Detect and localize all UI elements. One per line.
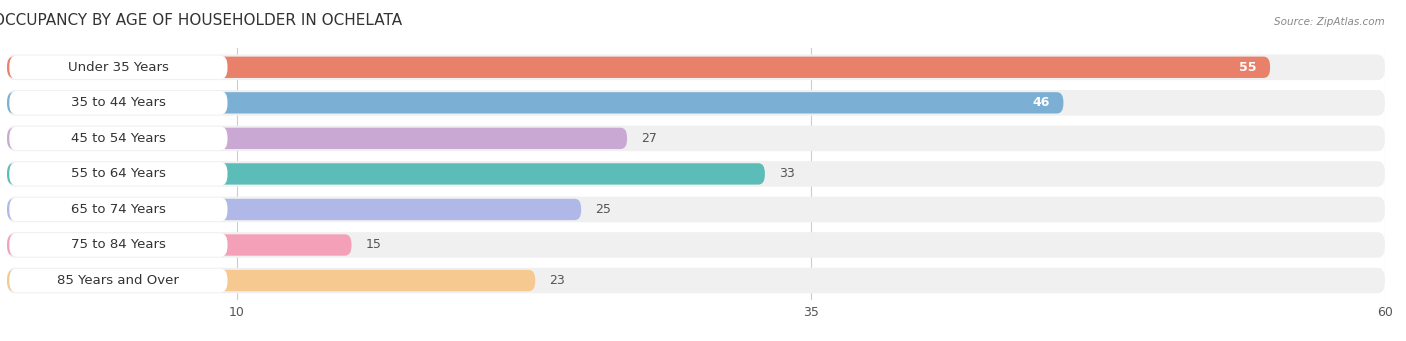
Text: 33: 33 bbox=[779, 167, 794, 180]
FancyBboxPatch shape bbox=[10, 91, 228, 115]
Text: 46: 46 bbox=[1032, 96, 1050, 109]
Text: 75 to 84 Years: 75 to 84 Years bbox=[70, 238, 166, 252]
FancyBboxPatch shape bbox=[7, 270, 536, 291]
Text: 55: 55 bbox=[1239, 61, 1257, 74]
FancyBboxPatch shape bbox=[10, 198, 228, 221]
FancyBboxPatch shape bbox=[10, 269, 228, 292]
FancyBboxPatch shape bbox=[7, 163, 765, 184]
FancyBboxPatch shape bbox=[10, 56, 228, 79]
FancyBboxPatch shape bbox=[7, 125, 1385, 151]
Text: 23: 23 bbox=[548, 274, 565, 287]
Text: 15: 15 bbox=[366, 238, 381, 252]
Text: 27: 27 bbox=[641, 132, 657, 145]
Text: Under 35 Years: Under 35 Years bbox=[67, 61, 169, 74]
FancyBboxPatch shape bbox=[7, 161, 1385, 187]
Text: 85 Years and Over: 85 Years and Over bbox=[58, 274, 180, 287]
Text: 35 to 44 Years: 35 to 44 Years bbox=[70, 96, 166, 109]
FancyBboxPatch shape bbox=[7, 234, 351, 256]
FancyBboxPatch shape bbox=[7, 232, 1385, 258]
FancyBboxPatch shape bbox=[7, 199, 581, 220]
Text: 45 to 54 Years: 45 to 54 Years bbox=[70, 132, 166, 145]
FancyBboxPatch shape bbox=[7, 90, 1385, 116]
Text: Source: ZipAtlas.com: Source: ZipAtlas.com bbox=[1274, 17, 1385, 27]
FancyBboxPatch shape bbox=[7, 268, 1385, 293]
Text: 65 to 74 Years: 65 to 74 Years bbox=[70, 203, 166, 216]
Text: OCCUPANCY BY AGE OF HOUSEHOLDER IN OCHELATA: OCCUPANCY BY AGE OF HOUSEHOLDER IN OCHEL… bbox=[0, 13, 402, 28]
FancyBboxPatch shape bbox=[10, 127, 228, 150]
FancyBboxPatch shape bbox=[7, 55, 1385, 80]
FancyBboxPatch shape bbox=[7, 128, 627, 149]
FancyBboxPatch shape bbox=[7, 57, 1270, 78]
FancyBboxPatch shape bbox=[7, 92, 1063, 114]
Text: 55 to 64 Years: 55 to 64 Years bbox=[70, 167, 166, 180]
Text: 25: 25 bbox=[595, 203, 610, 216]
FancyBboxPatch shape bbox=[10, 233, 228, 257]
FancyBboxPatch shape bbox=[10, 162, 228, 186]
FancyBboxPatch shape bbox=[7, 197, 1385, 222]
